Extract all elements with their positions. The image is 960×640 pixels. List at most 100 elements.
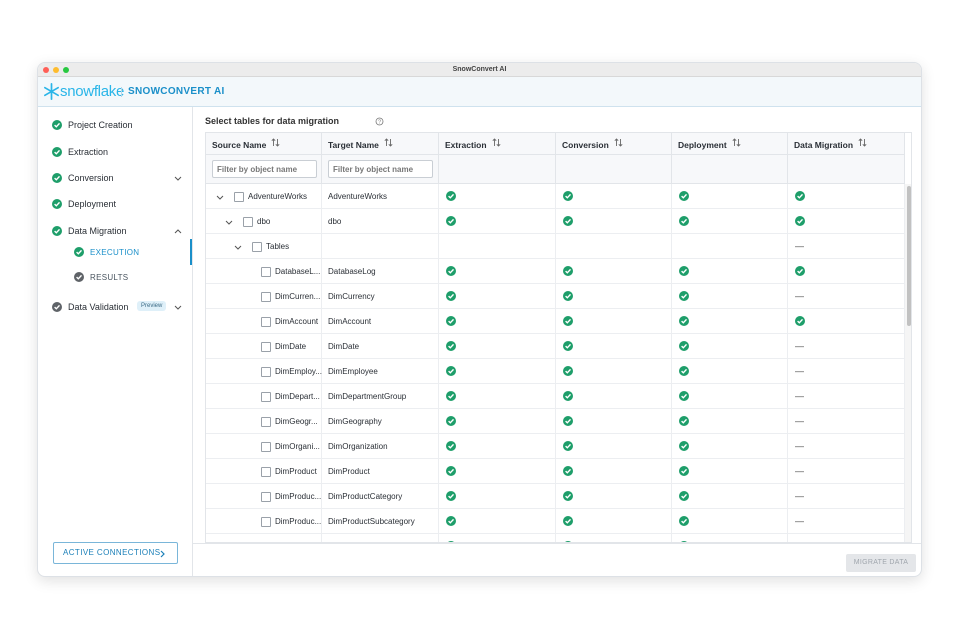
cell <box>672 209 788 233</box>
check-icon-svg <box>795 216 805 226</box>
row-checkbox[interactable] <box>261 467 271 477</box>
target-name: DimProduct <box>328 467 370 476</box>
row-checkbox[interactable] <box>261 342 271 352</box>
zoom-dot[interactable] <box>63 67 69 73</box>
check-icon-svg <box>563 366 573 376</box>
chevron <box>174 176 182 181</box>
sidebar: ACTIVE CONNECTIONS Project Creation Extra… <box>38 107 193 576</box>
check-icon-svg <box>446 266 456 276</box>
check-icon <box>795 316 805 326</box>
check-icon <box>563 266 573 276</box>
column-header[interactable]: Data Migration <box>788 133 905 154</box>
column-header[interactable]: Conversion <box>556 133 672 154</box>
chevron <box>234 245 242 250</box>
check-icon <box>446 391 456 401</box>
nav-substep[interactable]: EXECUTION <box>38 239 192 265</box>
cell <box>439 384 556 408</box>
cell <box>322 509 439 533</box>
header: snowflake SNOWCONVERT AI <box>38 77 921 107</box>
nav-step[interactable]: Conversion <box>38 167 192 189</box>
check-icon-svg <box>52 226 62 236</box>
nav-step[interactable]: Extraction <box>38 141 192 163</box>
step-label: Project Creation <box>68 120 133 130</box>
status-dash: — <box>795 241 804 251</box>
row-checkbox[interactable] <box>234 192 244 202</box>
nav-substep[interactable]: RESULTS <box>38 267 192 289</box>
active-connections-button[interactable]: ACTIVE CONNECTIONS <box>53 542 178 564</box>
check-icon <box>563 216 573 226</box>
migrate-data-button[interactable]: MIGRATE DATA <box>846 554 916 572</box>
row-checkbox[interactable] <box>261 417 271 427</box>
row-checkbox[interactable] <box>261 442 271 452</box>
scroll-thumb[interactable] <box>907 186 911 326</box>
column-header[interactable]: Deployment <box>672 133 788 154</box>
cell <box>788 234 905 258</box>
cell <box>206 284 322 308</box>
sort-icon-svg <box>858 138 867 147</box>
filter-input[interactable]: Filter by object name <box>328 160 433 178</box>
check-icon <box>795 266 805 276</box>
row-checkbox[interactable] <box>252 242 262 252</box>
chevron <box>174 305 182 310</box>
filter-cell: Filter by object name <box>322 155 439 183</box>
column-header[interactable]: Source Name <box>206 133 322 154</box>
check-icon <box>563 416 573 426</box>
row-checkbox[interactable] <box>261 317 271 327</box>
nav-step[interactable]: Deployment <box>38 193 192 215</box>
filter-input[interactable]: Filter by object name <box>212 160 317 178</box>
target-name: AdventureWorks <box>328 192 387 201</box>
table-row: DimEmploy... DimEmployee — <box>206 359 905 384</box>
cell <box>439 359 556 383</box>
row-checkbox[interactable] <box>261 292 271 302</box>
cell <box>672 234 788 258</box>
check-icon <box>446 441 456 451</box>
cell <box>322 209 439 233</box>
scrollbar[interactable] <box>905 184 911 542</box>
filter-cell: Filter by object name <box>206 155 322 183</box>
column-title: Target Name <box>328 140 379 150</box>
cell <box>556 284 672 308</box>
nav-step[interactable]: Data Validation Preview <box>38 296 192 318</box>
snowflake-icon <box>44 83 59 100</box>
close-dot[interactable] <box>43 67 49 73</box>
row-checkbox[interactable] <box>261 392 271 402</box>
window-title: SnowConvert AI <box>452 66 507 73</box>
cell <box>672 309 788 333</box>
row-checkbox[interactable] <box>261 492 271 502</box>
table-row: DimDepart... DimDepartmentGroup — <box>206 384 905 409</box>
source-name: DimProduc... <box>275 492 322 501</box>
sort-icon-svg <box>732 138 741 147</box>
cell <box>439 459 556 483</box>
step-label: Extraction <box>68 147 109 157</box>
column-header[interactable]: Extraction <box>439 133 556 154</box>
cell <box>556 409 672 433</box>
cell <box>322 384 439 408</box>
target-name: DimOrganization <box>328 442 388 451</box>
nav-step[interactable]: Data Migration <box>38 220 192 242</box>
cell <box>322 309 439 333</box>
column-header[interactable]: Target Name <box>322 133 439 154</box>
check-icon-svg <box>795 316 805 326</box>
column-title: Source Name <box>212 140 267 150</box>
help-icon[interactable]: ? <box>375 117 384 126</box>
check-icon <box>563 466 573 476</box>
row-checkbox[interactable] <box>261 517 271 527</box>
check-icon <box>679 266 689 276</box>
cell <box>206 209 322 233</box>
row-checkbox[interactable] <box>261 267 271 277</box>
table-row: DimGeogr... DimGeography — <box>206 409 905 434</box>
check-icon-svg <box>74 247 84 257</box>
nav-step[interactable]: Project Creation <box>38 114 192 136</box>
cell <box>672 459 788 483</box>
cell <box>206 234 322 258</box>
cell <box>439 434 556 458</box>
check-icon <box>679 416 689 426</box>
row-checkbox[interactable] <box>243 217 253 227</box>
check-icon <box>563 366 573 376</box>
minimize-dot[interactable] <box>53 67 59 73</box>
sort-icon <box>271 138 280 147</box>
source-name: DimDate <box>275 342 307 351</box>
chevron <box>174 229 182 234</box>
row-checkbox[interactable] <box>261 367 271 377</box>
check-icon-svg <box>446 441 456 451</box>
